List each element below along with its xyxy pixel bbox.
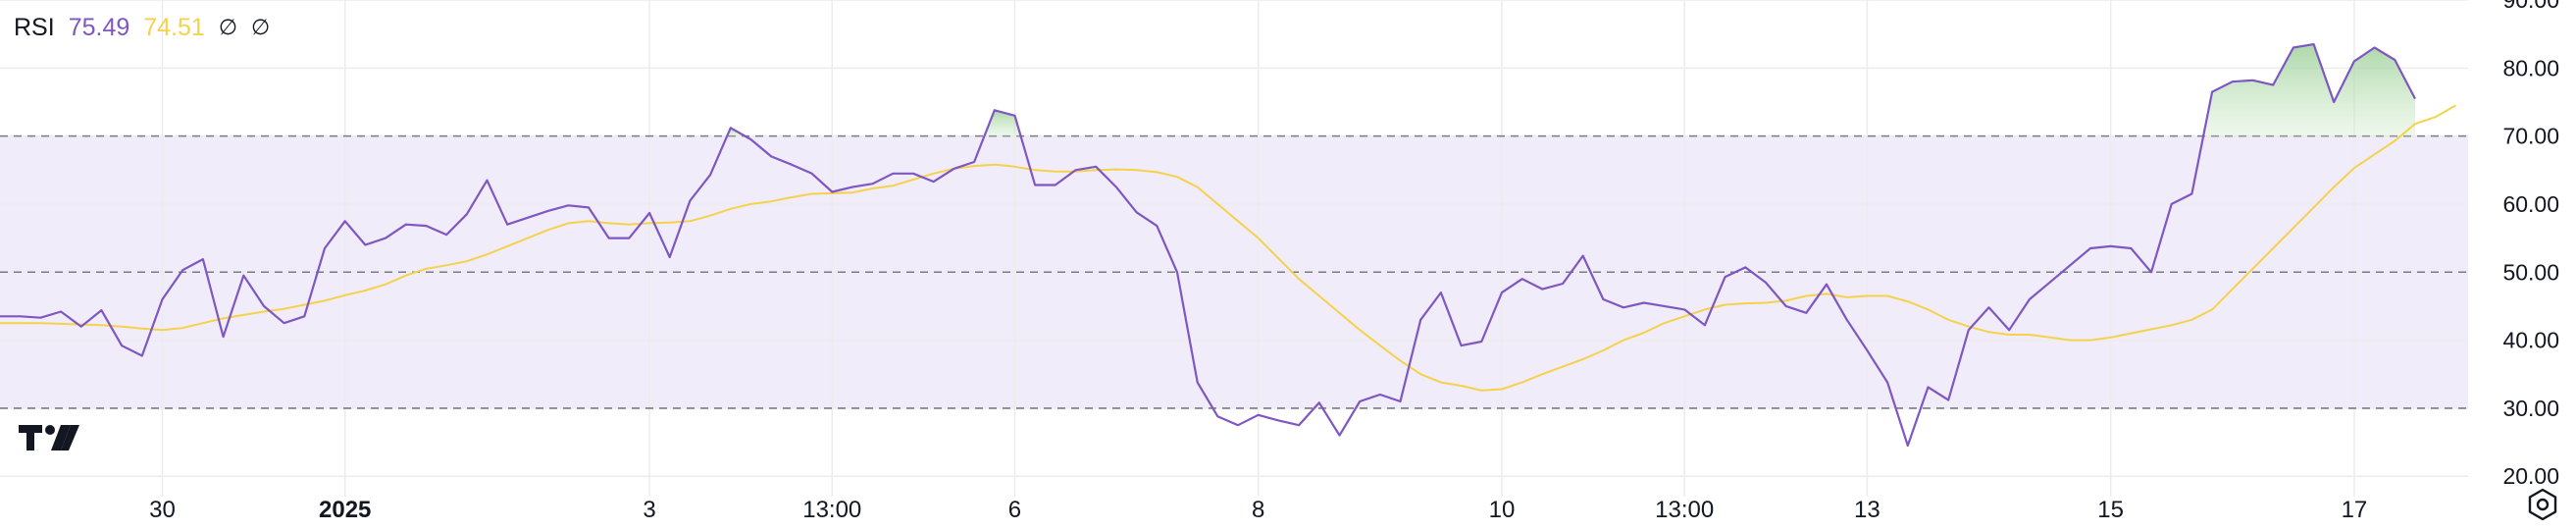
x-tick-label: 2025 bbox=[319, 497, 371, 523]
settings-hexagon-icon[interactable] bbox=[2525, 487, 2560, 522]
y-tick-label: 70.00 bbox=[2502, 124, 2559, 149]
x-tick-label: 3 bbox=[643, 497, 655, 523]
overbought-region bbox=[984, 110, 1021, 136]
tradingview-logo-icon[interactable] bbox=[18, 420, 80, 453]
na-symbol: ∅ bbox=[218, 15, 237, 39]
x-tick-label: 13:00 bbox=[1655, 497, 1714, 523]
rsi-ma-line bbox=[0, 104, 2456, 392]
overbought-region bbox=[2203, 44, 2415, 136]
y-tick-label: 20.00 bbox=[2502, 463, 2559, 489]
x-tick-label: 17 bbox=[2342, 497, 2368, 523]
x-tick-label: 13 bbox=[1854, 497, 1880, 523]
x-tick-label: 30 bbox=[149, 497, 176, 523]
y-axis-ticks: 20.00 30.00 40.00 50.00 60.00 70.00 80.00 90.00 bbox=[2502, 0, 2559, 489]
indicator-legend: RSI 75.49 74.51 ∅ ∅ bbox=[14, 10, 270, 45]
y-tick-label: 80.00 bbox=[2502, 55, 2559, 80]
x-axis-ticks: 30 2025 3 13:00 6 8 10 13:00 13 15 17 bbox=[149, 497, 2367, 523]
y-tick-label: 50.00 bbox=[2502, 259, 2559, 285]
series-lines bbox=[0, 42, 2456, 448]
ma-value: 74.51 bbox=[143, 13, 205, 41]
x-tick-label: 10 bbox=[1489, 497, 1516, 523]
y-tick-label: 90.00 bbox=[2502, 0, 2559, 13]
x-tick-label: 6 bbox=[1008, 497, 1021, 523]
y-tick-label: 40.00 bbox=[2502, 328, 2559, 353]
rsi-line bbox=[0, 42, 2416, 448]
indicator-name: RSI bbox=[14, 13, 55, 41]
y-tick-label: 60.00 bbox=[2502, 191, 2559, 217]
x-tick-label: 15 bbox=[2097, 497, 2124, 523]
overbought-fill bbox=[727, 44, 2415, 136]
x-tick-label: 13:00 bbox=[802, 497, 861, 523]
y-tick-label: 30.00 bbox=[2502, 396, 2559, 421]
grid-lines bbox=[0, 0, 2468, 497]
na-symbol: ∅ bbox=[250, 15, 271, 39]
x-tick-label: 8 bbox=[1252, 497, 1264, 523]
rsi-value: 75.49 bbox=[68, 13, 130, 41]
